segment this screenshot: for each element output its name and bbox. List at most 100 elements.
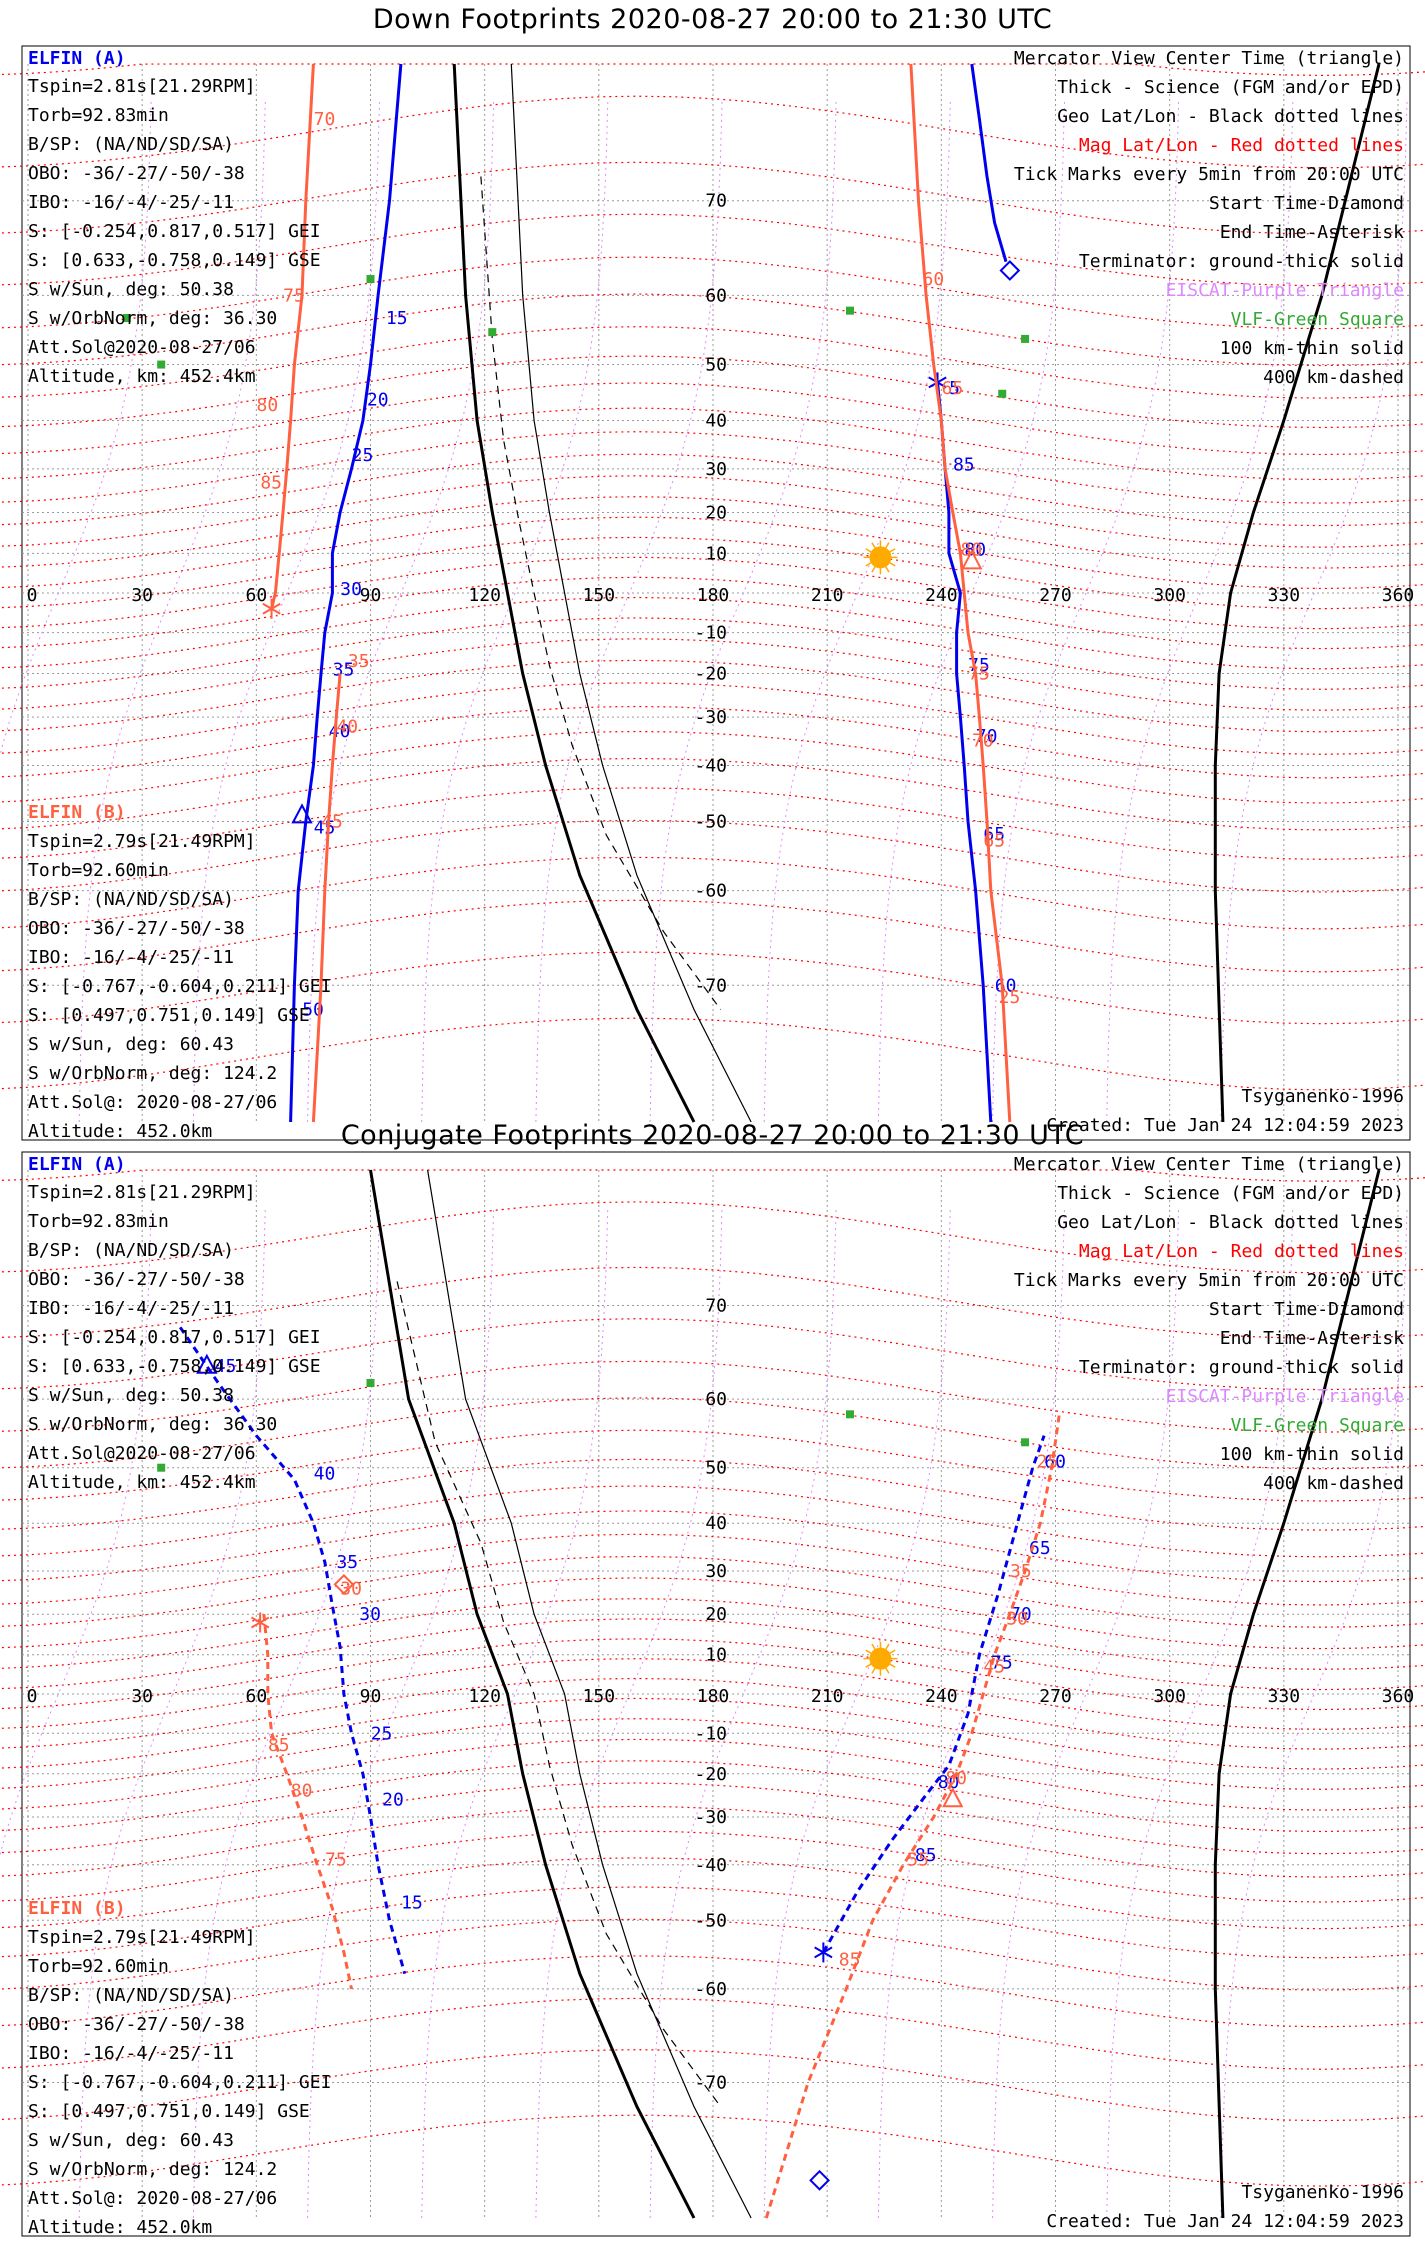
mag-latitude-line xyxy=(0,1760,1425,1833)
mag-latitude-line xyxy=(0,1458,1425,1531)
legend-entry: End Time-Asterisk xyxy=(1220,1328,1404,1349)
mag-latitude-line xyxy=(0,293,1425,367)
mag-latitude-line xyxy=(0,1360,1425,1433)
start-diamond xyxy=(333,1573,355,1595)
legend-entry: Mag Lat/Lon - Red dotted lines xyxy=(1079,135,1404,156)
y-tick-label: 60 xyxy=(705,285,727,306)
elfin-a-info-line: Tspin=2.81s[21.29RPM] xyxy=(28,1182,256,1203)
legend-entry: Start Time-Diamond xyxy=(1209,1299,1404,1320)
time-tick-label: 75 xyxy=(325,1850,347,1871)
elfin-a-info-line: Torb=92.83min xyxy=(28,105,169,126)
x-tick-label: 210 xyxy=(811,585,844,606)
x-tick-label: 120 xyxy=(468,585,501,606)
center-time-triangle xyxy=(961,549,983,570)
vlf-site-marker xyxy=(122,313,131,322)
mag-longitude-line xyxy=(763,1207,951,2219)
y-tick-label: 50 xyxy=(705,355,727,376)
legend-entry: 400 km-dashed xyxy=(1263,367,1404,388)
time-tick-label: 25 xyxy=(1037,1452,1059,1473)
x-tick-label: 150 xyxy=(583,1686,616,1707)
mag-latitude-line xyxy=(0,1318,1425,1391)
mag-latitude-line xyxy=(0,63,1425,77)
x-tick-label: 300 xyxy=(1153,1686,1186,1707)
legend-entry: Thick - Science (FGM and/or EPD) xyxy=(1057,77,1404,98)
time-tick-label: 85 xyxy=(839,1949,861,1970)
x-tick-label: 180 xyxy=(697,585,730,606)
elfin-a-info-line: IBO: -16/-4/-25/-11 xyxy=(28,192,234,213)
down-footprints-map: 0 30 60 90 120 150 180 210 240 270 300 330 360 70 60 50… xyxy=(0,45,1425,1142)
mag-longitude-line xyxy=(649,1207,837,2219)
legend-entry: Terminator: ground-thick solid xyxy=(1079,1357,1404,1378)
time-tick-label: 80 xyxy=(257,395,279,416)
footprint-track xyxy=(262,1614,353,1990)
mag-latitude-line xyxy=(0,638,1425,711)
end-asterisk xyxy=(250,1616,270,1629)
terminator-100km xyxy=(427,1169,752,2219)
conjugate-footprints-map: 0 30 60 90 120 150 180 210 240 270 300 330 360 70 60 50… xyxy=(0,1151,1425,2238)
sun-marker xyxy=(869,1647,892,1670)
vlf-site-marker xyxy=(846,1410,854,1419)
mag-latitude-line xyxy=(0,516,1425,590)
down-panel-title: Down Footprints 2020-08-27 20:00 to 21:3… xyxy=(372,4,1053,35)
y-tick-label: 70 xyxy=(705,191,727,212)
legend-entry: Geo Lat/Lon - Black dotted lines xyxy=(1057,106,1404,127)
mag-latitude-line xyxy=(0,1485,1425,1558)
mag-latitude-line xyxy=(0,682,1425,755)
mag-longitude-line xyxy=(1106,101,1294,1123)
vlf-site-marker xyxy=(366,275,375,284)
terminator-ground xyxy=(452,63,696,1123)
mag-latitude-line xyxy=(0,1677,1425,1750)
center-time-triangle xyxy=(196,1353,218,1374)
mag-longitude-line xyxy=(421,1207,609,2219)
mag-latitude-line xyxy=(0,1555,1425,1628)
mag-longitude-line xyxy=(535,1207,723,2219)
mag-latitude-line xyxy=(0,787,1425,860)
mag-latitude-line xyxy=(0,1201,1425,1274)
elfin-a-info-line: Altitude, km: 452.4km xyxy=(28,366,256,387)
elfin-b-info-line: Att.Sol@: 2020-08-27/06 xyxy=(28,2188,277,2209)
mag-latitude-line xyxy=(0,1510,1425,1583)
mag-longitude-line xyxy=(992,1207,1180,2219)
mag-latitude-line xyxy=(0,382,1425,456)
elfin-a-info-line: S: [-0.254,0.817,0.517] GEI xyxy=(28,1327,321,1348)
time-tick-label: 30 xyxy=(359,1604,381,1625)
elfin-b-info: ELFIN (B) Tspin=2.79s[21.49RPM] Torb=92.60… xyxy=(28,802,331,1142)
legend-entry: Tick Marks every 5min from 20:00 UTC xyxy=(1014,164,1404,185)
legend-entry: 400 km-dashed xyxy=(1263,1473,1404,1494)
elfin-a-info-line: S w/Sun, deg: 50.38 xyxy=(28,1385,234,1406)
elfin-b-info-line: S: [-0.767,-0.604,0.211] GEI xyxy=(28,976,331,997)
mag-latitude-line xyxy=(0,1886,1425,1959)
footprint-track xyxy=(764,1414,1061,2219)
mag-latitude-line xyxy=(0,431,1425,504)
x-tick-label: 360 xyxy=(1382,585,1415,606)
end-asterisk xyxy=(262,602,281,615)
terminator-ground xyxy=(1213,63,1381,1123)
y-tick-label: -10 xyxy=(694,1723,727,1744)
time-tick-label: 65 xyxy=(1029,1538,1051,1559)
y-tick-label: 20 xyxy=(705,502,727,523)
y-tick-label: 20 xyxy=(705,1604,727,1625)
time-tick-label: 5 xyxy=(949,378,960,399)
elfin-a-info-line: B/SP: (NA/ND/SD/SA) xyxy=(28,1240,234,1261)
x-tick-label: 180 xyxy=(697,1686,730,1707)
y-tick-label: -50 xyxy=(694,1910,727,1931)
x-tick-label: 60 xyxy=(245,585,267,606)
time-tick-label: 70 xyxy=(1010,1604,1032,1625)
x-tick-label: 30 xyxy=(131,585,153,606)
elfin-a-header: ELFIN (A) xyxy=(28,48,126,69)
elfin-b-info-line: IBO: -16/-4/-25/-11 xyxy=(28,947,234,968)
mag-latitude-line xyxy=(0,1782,1425,1855)
mag-latitude-line xyxy=(0,617,1425,690)
mag-latitude-line xyxy=(0,213,1425,287)
y-tick-label: 70 xyxy=(705,1295,727,1316)
end-asterisk xyxy=(814,1946,833,1959)
mag-latitude-line xyxy=(0,1658,1425,1730)
elfin-a-info-line: Torb=92.83min xyxy=(28,1211,169,1232)
x-tick-label: 30 xyxy=(131,1686,153,1707)
time-tick-label: 85 xyxy=(915,1845,937,1866)
mag-latitude-line xyxy=(0,556,1425,630)
mag-latitude-line xyxy=(0,1857,1425,1930)
mag-latitude-line xyxy=(0,2114,1425,2187)
mag-latitude-line xyxy=(0,1577,1425,1650)
elfin-b-info-line: S w/OrbNorm, deg: 124.2 xyxy=(28,2159,277,2180)
